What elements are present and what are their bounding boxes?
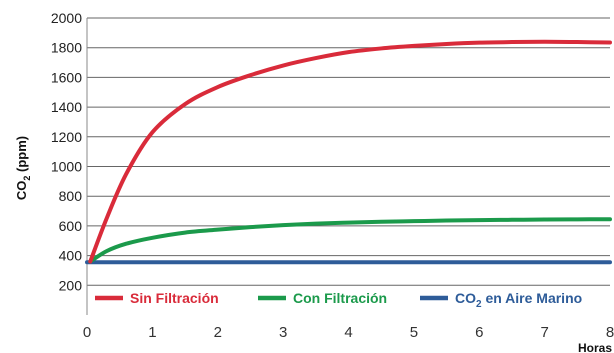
x-tick-label: 0	[83, 324, 91, 341]
y-tick-label: 2000	[51, 10, 82, 26]
x-tick-label: 8	[606, 324, 614, 341]
legend: Sin Filtración Con Filtración CO2 en Air…	[95, 290, 582, 310]
x-tick-label: 3	[279, 324, 287, 341]
legend-label-sin-filtracion: Sin Filtración	[130, 290, 219, 306]
grid-lines	[87, 17, 610, 286]
y-tick-label: 1200	[51, 129, 82, 145]
y-tick-label: 800	[59, 188, 83, 204]
series-line-sin-filtracion	[88, 39, 612, 264]
series-lines	[85, 39, 612, 265]
y-tick-label: 1600	[51, 69, 82, 85]
y-axis-label: CO2 (ppm)	[14, 136, 32, 200]
y-tick-label: 400	[59, 248, 83, 264]
legend-label-co2-aire-marino: CO2 en Aire Marino	[455, 290, 582, 310]
x-tick-labels: 0 1 2 3 4 5 6 7 8	[83, 324, 614, 341]
legend-label-con-filtracion: Con Filtración	[293, 290, 387, 306]
x-tick-label: 4	[344, 324, 352, 341]
x-tick-label: 2	[214, 324, 222, 341]
y-tick-label: 200	[59, 277, 83, 293]
y-tick-label: 1000	[51, 159, 82, 175]
y-tick-label: 1400	[51, 99, 82, 115]
x-tick-label: 1	[148, 324, 156, 341]
x-tick-label: 6	[475, 324, 483, 341]
x-tick-label: 7	[540, 324, 548, 341]
y-tick-labels: 200 400 600 800 1000 1200 1400 1600 1800 2000	[51, 10, 82, 293]
y-tick-label: 1800	[51, 40, 82, 56]
x-axis-label: Horas	[578, 341, 612, 353]
y-tick-label: 600	[59, 218, 83, 234]
x-tick-label: 5	[410, 324, 418, 341]
series-line-con-filtracion	[88, 217, 612, 264]
